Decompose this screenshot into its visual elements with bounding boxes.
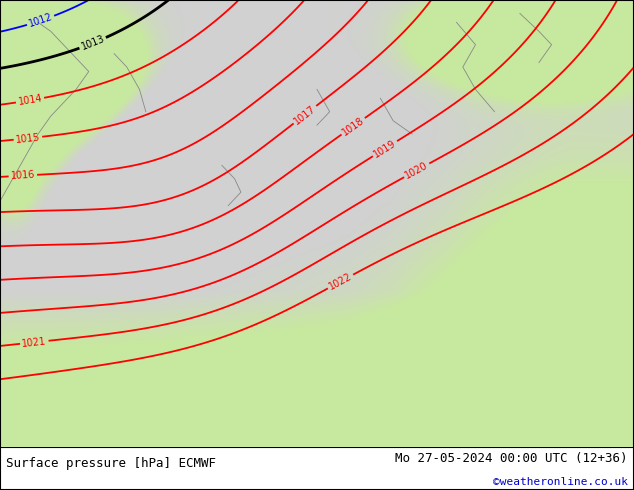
Text: 1022: 1022 (327, 271, 354, 292)
Text: 1015: 1015 (15, 132, 41, 145)
Text: 1014: 1014 (17, 94, 43, 107)
Text: 1019: 1019 (372, 138, 398, 159)
Text: Surface pressure [hPa] ECMWF: Surface pressure [hPa] ECMWF (6, 457, 216, 470)
Text: 1012: 1012 (27, 12, 54, 29)
Text: 1017: 1017 (292, 103, 318, 126)
Text: ©weatheronline.co.uk: ©weatheronline.co.uk (493, 477, 628, 487)
Text: 1013: 1013 (79, 34, 106, 52)
Text: 1020: 1020 (403, 160, 430, 181)
Text: 1018: 1018 (340, 115, 366, 137)
Text: 1021: 1021 (22, 336, 47, 348)
Text: 1016: 1016 (10, 170, 36, 181)
Text: Mo 27-05-2024 00:00 UTC (12+36): Mo 27-05-2024 00:00 UTC (12+36) (395, 452, 628, 466)
